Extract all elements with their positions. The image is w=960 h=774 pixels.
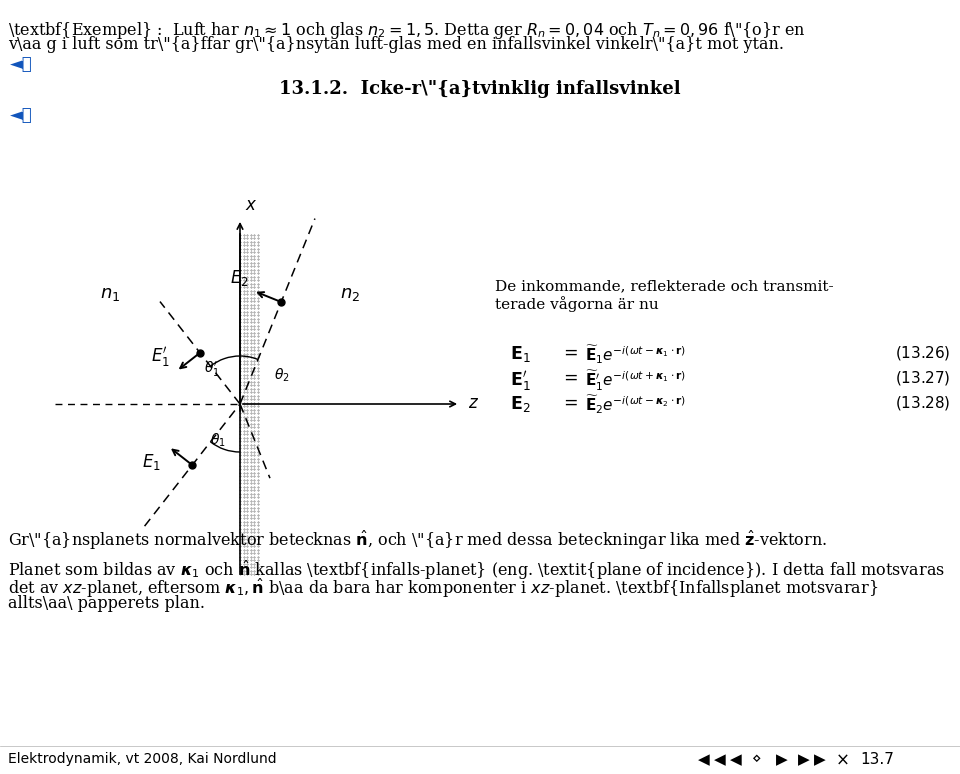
Text: $(13.26)$: $(13.26)$ <box>895 344 950 362</box>
Text: $n_1$: $n_1$ <box>100 285 120 303</box>
Text: $\mathbf{E}_2$: $\mathbf{E}_2$ <box>510 394 531 414</box>
Text: $\blacktriangleleft\!\blacktriangleleft$: $\blacktriangleleft\!\blacktriangleleft$ <box>695 752 727 768</box>
Text: v\aa g i luft som tr\"{a}ffar gr\"{a}nsytan luft-glas med en infallsvinkel vinke: v\aa g i luft som tr\"{a}ffar gr\"{a}nsy… <box>8 36 784 53</box>
Text: allts\aa\ papperets plan.: allts\aa\ papperets plan. <box>8 595 205 612</box>
Text: De inkommande, reflekterade och transmit-: De inkommande, reflekterade och transmit… <box>495 279 833 293</box>
Text: $E_2$: $E_2$ <box>229 268 249 288</box>
Text: $n_2$: $n_2$ <box>340 285 360 303</box>
Text: $\widetilde{\mathbf{E}}_1 e^{-i(\omega t - \boldsymbol{\kappa}_1 \cdot \mathbf{r: $\widetilde{\mathbf{E}}_1 e^{-i(\omega t… <box>585 344 686 366</box>
Text: $\blacktriangleright$: $\blacktriangleright$ <box>773 752 790 768</box>
Text: $\mathbf{E}_1'$: $\mathbf{E}_1'$ <box>510 369 531 393</box>
Text: $E_1$: $E_1$ <box>142 451 160 471</box>
Text: \textbf{Exempel} :  Luft har $n_1 \approx 1$ och glas $n_2 = 1,5$. Detta ger $R_: \textbf{Exempel} : Luft har $n_1 \approx… <box>8 20 805 41</box>
Text: terade vågorna är nu: terade vågorna är nu <box>495 296 659 312</box>
Text: $\theta_1$: $\theta_1$ <box>210 432 226 450</box>
Text: $\diamond$: $\diamond$ <box>751 752 761 766</box>
Text: 13.7: 13.7 <box>860 752 894 767</box>
Text: $=$: $=$ <box>560 344 578 361</box>
Text: $(13.27)$: $(13.27)$ <box>895 369 950 387</box>
Text: 13.1.2.  Icke-r\"{a}tvinklig infallsvinkel: 13.1.2. Icke-r\"{a}tvinklig infallsvinke… <box>279 80 681 98</box>
Text: $=$: $=$ <box>560 394 578 411</box>
Text: $(13.28)$: $(13.28)$ <box>895 394 950 412</box>
Text: $\theta_1'$: $\theta_1'$ <box>204 360 220 379</box>
Text: $E_1'$: $E_1'$ <box>152 345 170 369</box>
Text: $\widetilde{\mathbf{E}}_2 e^{-i(\omega t - \boldsymbol{\kappa}_2 \cdot \mathbf{r: $\widetilde{\mathbf{E}}_2 e^{-i(\omega t… <box>585 394 686 416</box>
Text: $z$: $z$ <box>468 396 479 413</box>
Text: Gr\"{a}nsplanets normalvektor betecknas $\hat{\mathbf{n}}$, och \"{a}r med dessa: Gr\"{a}nsplanets normalvektor betecknas … <box>8 529 828 552</box>
Text: $=$: $=$ <box>560 369 578 386</box>
Text: ◄⦿: ◄⦿ <box>10 55 33 73</box>
Text: $\blacktriangleleft$: $\blacktriangleleft$ <box>727 752 744 768</box>
Text: Elektrodynamik, vt 2008, Kai Nordlund: Elektrodynamik, vt 2008, Kai Nordlund <box>8 752 276 766</box>
Text: ◄⦿: ◄⦿ <box>10 106 33 124</box>
Text: $\theta_2$: $\theta_2$ <box>275 367 290 384</box>
Text: $\widetilde{\mathbf{E}}_1' e^{-i(\omega t + \boldsymbol{\kappa}_1 \cdot \mathbf{: $\widetilde{\mathbf{E}}_1' e^{-i(\omega … <box>585 369 686 393</box>
Text: $\mathbf{E}_1$: $\mathbf{E}_1$ <box>510 344 531 364</box>
Text: $\times$: $\times$ <box>835 752 849 769</box>
Text: Planet som bildas av $\boldsymbol{\kappa}_1$ och $\hat{\mathbf{n}}$ kallas \text: Planet som bildas av $\boldsymbol{\kappa… <box>8 559 945 582</box>
Text: det av $xz$-planet, eftersom $\boldsymbol{\kappa}_1, \hat{\mathbf{n}}$ b\aa da b: det av $xz$-planet, eftersom $\boldsymbo… <box>8 577 878 600</box>
Text: $\blacktriangleright\!\blacktriangleright$: $\blacktriangleright\!\blacktrianglerigh… <box>795 752 827 768</box>
Text: $x$: $x$ <box>245 197 257 214</box>
